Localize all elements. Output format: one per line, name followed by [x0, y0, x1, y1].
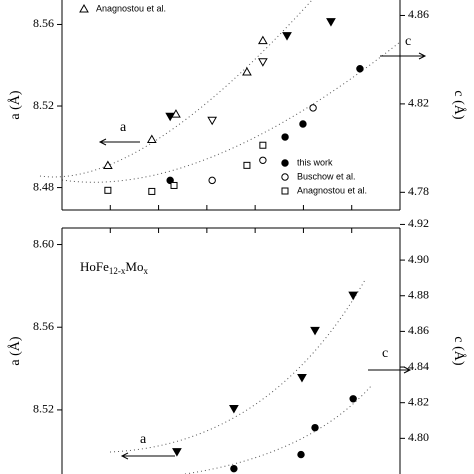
marker: [229, 404, 239, 414]
annotation: c: [382, 346, 388, 361]
y2-tick-label: 4.90: [408, 252, 429, 266]
annotation: c: [405, 34, 411, 49]
y2-tick-label: 4.86: [408, 323, 429, 337]
marker: [310, 326, 320, 336]
marker: [259, 141, 267, 149]
marker: [207, 116, 218, 126]
annotation: a: [120, 120, 127, 135]
marker: [258, 35, 268, 45]
marker: [281, 187, 289, 195]
y-tick-label: 8.48: [33, 179, 54, 193]
marker: [297, 373, 307, 383]
y-tick-label: 8.52: [33, 402, 54, 416]
compound-label: HoFe12-xMox: [80, 259, 148, 276]
marker: [172, 448, 182, 457]
marker: [281, 133, 289, 141]
marker: [104, 186, 112, 194]
arrow: [120, 452, 175, 460]
marker: [281, 159, 289, 167]
y2-tick-label: 4.80: [408, 430, 429, 444]
y2-tick-label: 4.78: [408, 184, 429, 198]
arrow: [380, 52, 427, 60]
marker: [299, 120, 307, 128]
marker: [297, 450, 305, 459]
y-axis-label: a (Å): [7, 90, 23, 119]
y-tick-label: 8.52: [33, 98, 54, 112]
marker: [165, 112, 176, 122]
marker: [242, 66, 252, 76]
fit-curve: [61, 41, 401, 183]
y2-axis-label: c (Å): [451, 90, 467, 119]
y-tick-label: 8.56: [33, 319, 54, 333]
marker: [326, 18, 336, 27]
y2-tick-label: 4.84: [408, 359, 429, 373]
marker: [281, 173, 289, 181]
marker: [349, 395, 357, 403]
marker: [258, 58, 268, 67]
marker: [148, 187, 156, 195]
legend-label: Anagnostou et al.: [96, 3, 166, 13]
marker: [282, 32, 292, 41]
y2-tick-label: 4.82: [408, 394, 429, 408]
fit-curve: [109, 279, 366, 453]
marker: [356, 65, 364, 73]
arrows: [98, 52, 427, 460]
y-tick-label: 8.56: [33, 16, 54, 30]
y2-tick-label: 4.82: [408, 96, 429, 110]
marker: [103, 160, 113, 170]
legend-label: Buschow et al.: [297, 171, 356, 181]
marker: [243, 161, 251, 169]
marker: [230, 464, 238, 473]
marker: [208, 176, 216, 185]
fit-curve: [39, 0, 313, 178]
arrow: [98, 138, 140, 146]
y-axis-label: a (Å): [7, 336, 23, 365]
marker: [259, 156, 267, 164]
marker: [79, 3, 89, 13]
marker: [170, 181, 178, 189]
legend-label: this work: [297, 157, 333, 167]
annotation: a: [140, 432, 147, 447]
y2-tick-label: 4.92: [408, 216, 429, 230]
marker: [348, 291, 359, 301]
arrow: [368, 366, 412, 374]
marker: [309, 104, 317, 112]
y2-axis-label: c (Å): [451, 336, 467, 365]
y2-tick-label: 4.86: [408, 7, 429, 21]
fit-curve: [184, 384, 373, 474]
y-tick-label: 8.60: [33, 236, 54, 250]
y2-tick-label: 4.88: [408, 287, 429, 301]
marker: [311, 423, 319, 432]
legend-label: Anagnostou et al.: [297, 185, 367, 195]
marker: [146, 134, 157, 143]
